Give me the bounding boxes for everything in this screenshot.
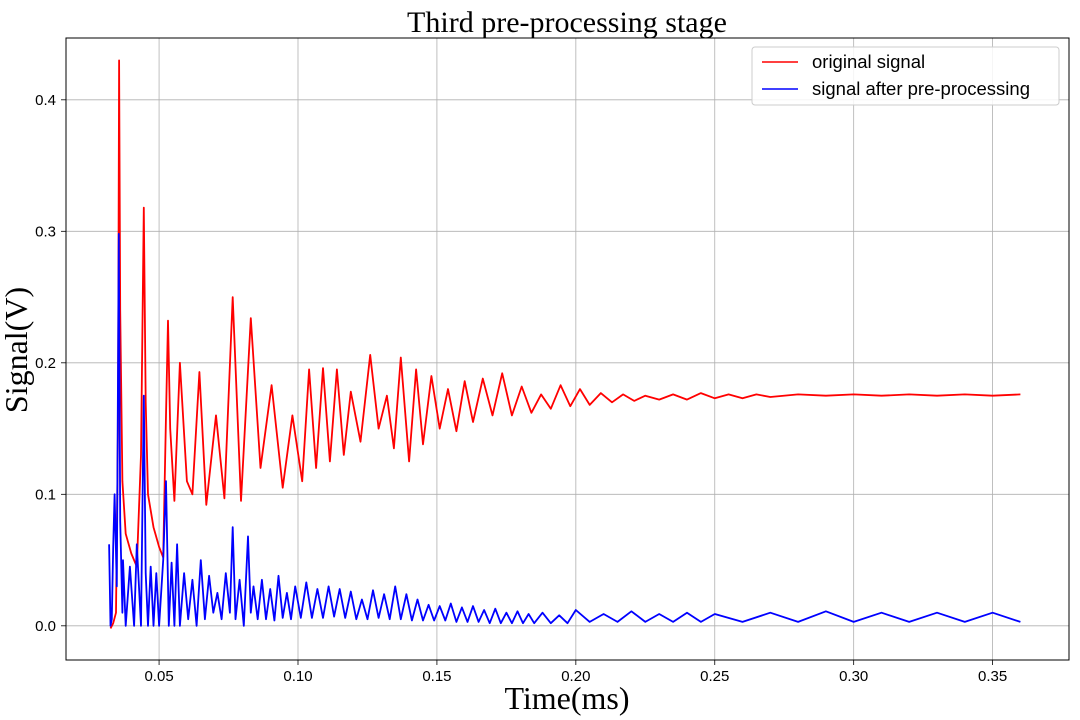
grid-lines <box>66 38 1069 660</box>
axis-ticks: 0.05 0.10 0.15 0.20 0.25 0.30 0.35 0.0 0.1 0.2 0.3… <box>35 92 1007 685</box>
series-line-original-signal <box>109 59 1021 629</box>
chart-title: Third pre-processing stage <box>407 6 727 39</box>
legend-label-original-signal: original signal <box>812 51 925 72</box>
y-tick-label: 0.0 <box>35 618 56 635</box>
series-lines <box>108 59 1021 629</box>
y-axis-label: Signal(V) <box>0 287 34 413</box>
series-line-signal-after-pre-processing <box>108 232 1021 627</box>
legend-box <box>751 46 1060 106</box>
y-tick-label: 0.1 <box>35 486 56 503</box>
legend-label-signal-after-pre-processing: signal after pre-processing <box>812 78 1030 99</box>
x-tick-label: 0.35 <box>978 668 1007 685</box>
x-tick-label: 0.15 <box>422 668 451 685</box>
x-tick-label: 0.20 <box>561 668 590 685</box>
x-tick-label: 0.30 <box>839 668 868 685</box>
plot-frame <box>65 37 1070 661</box>
x-tick-label: 0.10 <box>283 668 312 685</box>
x-tick-label: 0.05 <box>144 668 173 685</box>
y-tick-label: 0.4 <box>35 92 56 109</box>
y-tick-label: 0.3 <box>35 223 56 240</box>
x-axis-label: Time(ms) <box>504 680 629 716</box>
x-tick-label: 0.25 <box>700 668 729 685</box>
legend: original signal signal after pre-process… <box>751 46 1060 106</box>
y-tick-label: 0.2 <box>35 355 56 372</box>
